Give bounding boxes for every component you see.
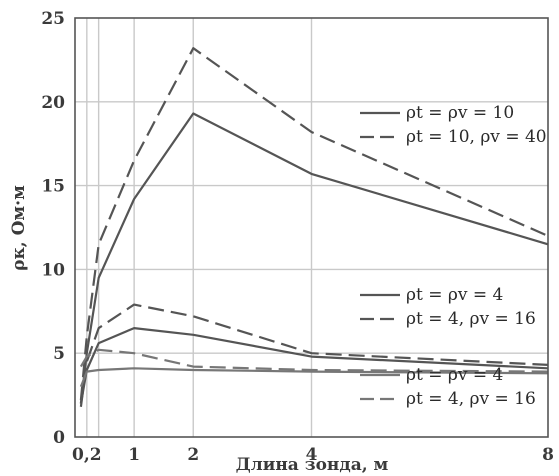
y-tick-label: 0: [53, 428, 65, 448]
plot-frame: [74, 17, 549, 438]
series-line-0: [79, 112, 549, 404]
y-tick-label: 10: [41, 260, 65, 280]
y-tick-label: 20: [41, 93, 65, 113]
y-tick-label: 15: [41, 177, 65, 197]
series-lines: [79, 47, 549, 407]
y-tick-label: 25: [41, 9, 65, 29]
legend-label: ρt = 4, ρv = 16: [406, 309, 536, 329]
x-tick-label: 2: [187, 445, 199, 465]
series-line-4: [79, 367, 549, 388]
y-tick-labels: 0 5 10 15 20 25: [41, 9, 65, 448]
x-axis-label: Длина зонда, м: [236, 455, 389, 475]
series-line-3: [79, 303, 549, 407]
series-line-1: [79, 47, 549, 401]
x-tick-label: 0,2: [72, 445, 102, 465]
legend-label: ρt = 4, ρv = 16: [406, 389, 536, 409]
x-tick-label: 8: [542, 445, 554, 465]
x-tick-label: 4: [306, 445, 318, 465]
legend-label: ρt = 10, ρv = 40: [406, 127, 547, 147]
legend-label: ρt = ρv = 4: [406, 285, 503, 305]
legend-label: ρt = ρv = 4: [406, 365, 503, 385]
x-tick-label: 1: [128, 445, 140, 465]
series-line-5: [79, 348, 549, 373]
x-tick-labels: 0,2 1 2 4 8: [72, 445, 554, 465]
legend-label: ρt = ρv = 10: [406, 103, 514, 123]
legends: ρt = ρv = 10 ρt = 10, ρv = 40 ρt = ρv = 4 ρ…: [360, 103, 547, 409]
y-tick-label: 5: [53, 344, 65, 364]
y-axis-label: ρк, Ом·м: [9, 185, 29, 271]
